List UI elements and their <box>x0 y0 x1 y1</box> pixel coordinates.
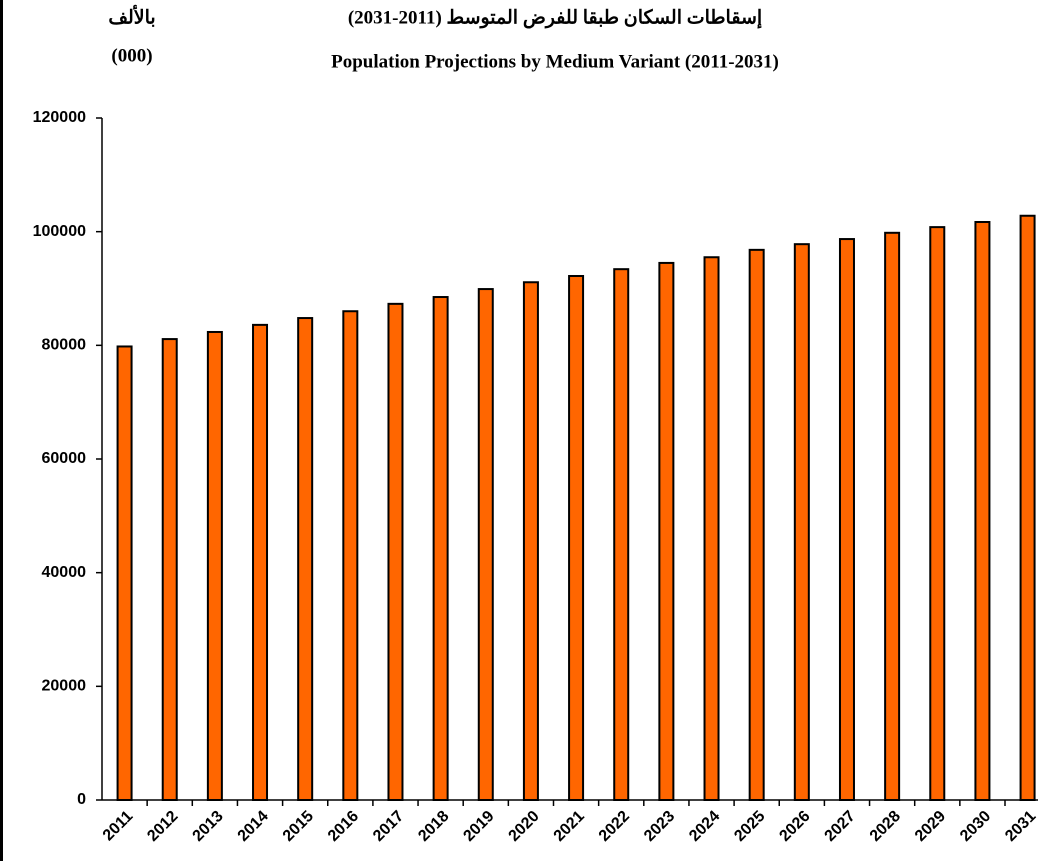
bar <box>929 226 946 801</box>
y-tick-label: 80000 <box>42 337 87 354</box>
bar <box>477 288 494 801</box>
x-tick-label: 2016 <box>325 808 362 845</box>
y-tick-label: 40000 <box>42 564 87 581</box>
bar <box>658 261 675 801</box>
x-tick-label: 2014 <box>235 808 272 845</box>
x-tick-label: 2018 <box>415 808 452 845</box>
x-tick-label: 2013 <box>189 808 226 845</box>
bar <box>613 268 630 801</box>
x-tick-label: 2012 <box>144 808 181 845</box>
bar <box>974 221 991 801</box>
bar <box>793 243 810 802</box>
bar <box>387 302 404 801</box>
unit-label: بالألف <box>108 4 155 28</box>
x-tick-label: 2011 <box>100 808 137 845</box>
left-edge <box>0 0 3 861</box>
bar <box>522 281 539 801</box>
y-tick-label: 60000 <box>42 450 87 467</box>
x-tick-label: 2029 <box>912 808 949 845</box>
x-tick-label: 2030 <box>957 808 994 845</box>
bar <box>206 330 223 801</box>
x-tick-label: 2020 <box>506 808 543 845</box>
bar <box>297 317 314 801</box>
chart-title: إسقاطات السكان طبقا للفرض المتوسط (2011-… <box>348 7 762 29</box>
y-tick-label: 100000 <box>33 223 86 240</box>
y-tick-label: 120000 <box>33 109 86 126</box>
bar <box>161 338 178 801</box>
chart-subtitle: Population Projections by Medium Variant… <box>331 51 779 72</box>
x-tick-label: 2015 <box>280 808 317 845</box>
bar <box>838 238 855 801</box>
bar <box>884 231 901 801</box>
x-tick-label: 2027 <box>822 808 859 845</box>
x-tick-label: 2021 <box>551 808 588 845</box>
x-tick-label: 2028 <box>867 808 904 845</box>
bar <box>116 345 133 801</box>
y-tick-label: 20000 <box>42 678 87 695</box>
bar <box>1019 214 1036 801</box>
bar <box>703 256 720 802</box>
x-tick-label: 2022 <box>596 808 633 845</box>
x-tick-label: 2017 <box>370 808 407 845</box>
bar <box>748 248 765 801</box>
x-tick-label: 2026 <box>776 808 813 845</box>
y-tick-label: 0 <box>77 791 86 808</box>
x-tick-label: 2031 <box>1002 808 1038 845</box>
bar <box>432 296 449 801</box>
x-tick-label: 2019 <box>460 808 497 845</box>
bar <box>342 310 359 801</box>
bar <box>568 274 585 802</box>
x-tick-label: 2023 <box>641 808 678 845</box>
x-tick-label: 2024 <box>686 808 723 845</box>
bar <box>252 323 269 801</box>
x-tick-label: 2025 <box>731 808 768 845</box>
unit-label: (000) <box>111 45 152 66</box>
